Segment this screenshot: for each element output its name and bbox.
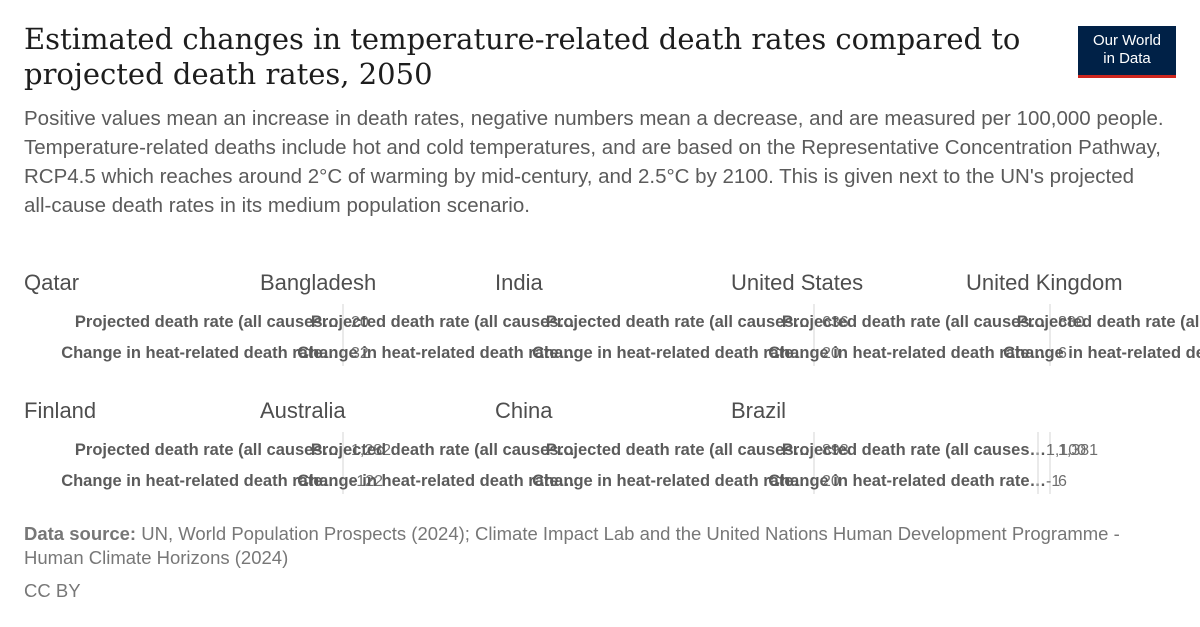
source-text: UN, World Population Prospects (2024); C… [24,523,1120,568]
data-value: 1,100 [1046,442,1086,459]
row-label: Change in heat-related death rate… [768,472,1046,490]
country-label: China [495,398,553,423]
data-value: 32 [351,345,369,362]
logo-line-1: Our World [1092,32,1162,49]
source-label: Data source: [24,523,137,544]
row-label: Change in heat-related death rate… [61,472,339,490]
data-value: 6 [1058,473,1067,490]
logo-line-2: in Data [1103,50,1151,67]
data-value: 1,282 [351,442,391,459]
row-label: Projected death rate (all causes… [75,441,339,459]
data-value: -1 [1046,473,1060,490]
country-label: Finland [24,398,96,423]
footer: Data source: UN, World Population Prospe… [24,522,1174,570]
country-label: Brazil [731,398,786,423]
row-label: Projected death rate (all causes… [782,441,1046,459]
row-label: Change in heat-related death rate… [1003,344,1200,362]
row-label: Projected death rate (all causes… [546,313,810,331]
row-label: Change in heat-related death rate… [768,344,1046,362]
row-label: Change in heat-related death rate… [532,472,810,490]
data-value: 20 [822,345,840,362]
data-value: 898 [822,442,849,459]
data-value: 20 [822,473,840,490]
row-label: Projected death rate (all causes… [75,313,339,331]
row-label: Projected death rate (all causes… [1017,313,1200,331]
data-value: 880 [1058,314,1085,331]
data-value: 1,381 [1058,442,1098,459]
owid-logo[interactable]: Our World in Data [1078,26,1176,78]
row-label: Change in heat-related death rate… [297,472,575,490]
country-label: United Kingdom [966,270,1123,295]
row-label: Change in heat-related death rate… [61,344,339,362]
country-label: United States [731,270,863,295]
license: CC BY [24,580,81,601]
chart-title: Estimated changes in temperature-related… [24,22,1021,91]
country-label: Bangladesh [260,270,376,295]
row-label: Change in heat-related death rate… [297,344,575,362]
row-label: Projected death rate (all causes… [311,313,575,331]
country-label: Qatar [24,270,79,295]
row-label: Projected death rate (all causes… [311,441,575,459]
country-label: Australia [260,398,346,423]
data-value: 20 [351,314,369,331]
row-label: Projected death rate (all causes… [782,313,1046,331]
chart-subtitle: Positive values mean an increase in deat… [24,107,1164,217]
country-label: India [495,270,543,295]
data-value: 636 [822,314,849,331]
row-label: Change in heat-related death rate… [532,344,810,362]
row-label: Projected death rate (all causes… [546,441,810,459]
data-value: 6 [1058,345,1067,362]
data-value: -122 [351,473,383,490]
